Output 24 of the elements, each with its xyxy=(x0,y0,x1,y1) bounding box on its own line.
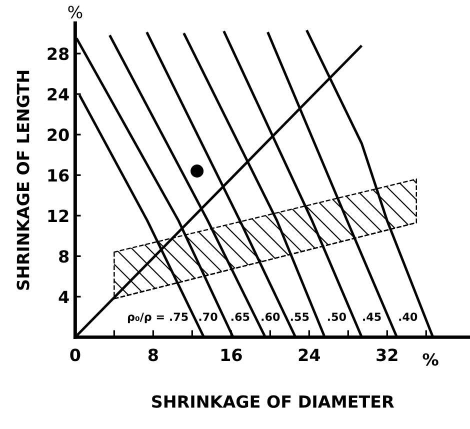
annotation: .55 xyxy=(290,312,309,321)
x-tick-label: 0 xyxy=(70,348,80,362)
text: % xyxy=(422,353,438,366)
x-tick-label: 8 xyxy=(148,348,158,362)
y-tick-label: 20 xyxy=(48,128,69,142)
annotation: .40 xyxy=(399,312,418,321)
text: % xyxy=(68,6,82,18)
y-tick-label: 24 xyxy=(48,88,69,100)
annotation: ρ₀/ρ = .75 xyxy=(128,312,188,324)
annotation: .70 xyxy=(199,312,218,321)
annotation: .65 xyxy=(231,312,250,321)
annotation: .60 xyxy=(262,312,280,321)
y-tick-label: 28 xyxy=(48,48,69,60)
y-axis-title: SHRINKAGE OF LENGTH xyxy=(16,70,30,290)
y-tick-label: 4 xyxy=(58,290,69,304)
x-tick-label: 24 xyxy=(298,348,320,361)
annotation: .50 xyxy=(328,312,346,321)
x-tick-label: 16 xyxy=(221,348,242,362)
x-axis-title: SHRINKAGE OF DIAMETER xyxy=(152,395,394,408)
y-tick-label: 16 xyxy=(48,169,69,182)
x-tick-label: 32 xyxy=(376,348,398,362)
y-tick-label: 12 xyxy=(48,210,68,222)
annotation: .45 xyxy=(363,312,381,321)
y-tick-label: 8 xyxy=(59,250,69,263)
